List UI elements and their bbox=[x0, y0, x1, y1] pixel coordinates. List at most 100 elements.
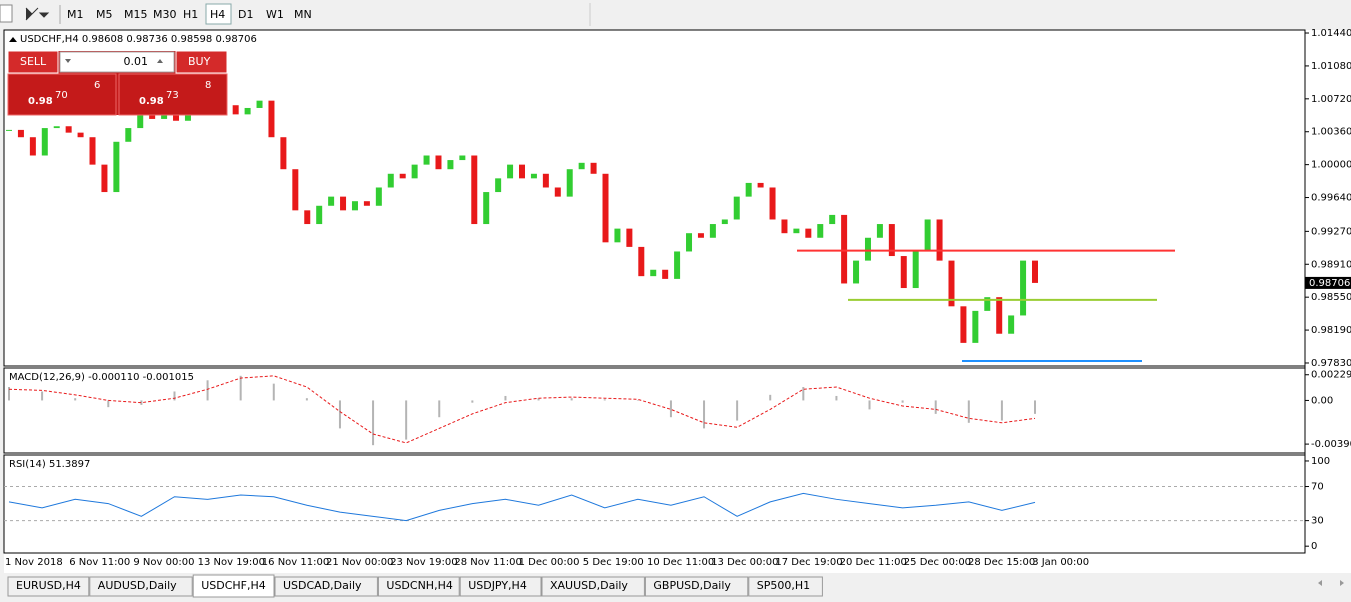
candle bbox=[18, 130, 24, 137]
candle bbox=[650, 270, 656, 276]
tab-label[interactable]: XAUUSD,Daily bbox=[550, 579, 628, 592]
tab-label[interactable]: SP500,H1 bbox=[757, 579, 810, 592]
macd-bar bbox=[339, 400, 341, 428]
candle bbox=[30, 137, 36, 155]
y-tick-label: -0.003904 bbox=[1311, 439, 1351, 450]
candle bbox=[603, 174, 609, 243]
candle bbox=[376, 187, 382, 205]
candle bbox=[937, 219, 943, 260]
candle bbox=[626, 229, 632, 247]
timeframe-button[interactable]: M5 bbox=[96, 8, 113, 21]
candle bbox=[686, 233, 692, 251]
candle bbox=[614, 229, 620, 243]
y-tick-label: 0.98550 bbox=[1311, 292, 1351, 303]
macd-bar bbox=[1001, 400, 1003, 420]
macd-bar bbox=[273, 384, 275, 401]
candle bbox=[865, 238, 871, 261]
x-tick-label: 6 Nov 11:00 bbox=[69, 557, 130, 568]
panel-title: MACD(12,26,9) -0.000110 -0.001015 bbox=[9, 372, 194, 383]
candle bbox=[388, 174, 394, 188]
x-tick-label: 13 Nov 19:00 bbox=[198, 557, 265, 568]
y-tick-label: 1.00000 bbox=[1311, 160, 1351, 171]
tab-label[interactable]: USDCAD,Daily bbox=[283, 579, 362, 592]
candle bbox=[841, 215, 847, 284]
timeframe-button[interactable]: M15 bbox=[124, 8, 148, 21]
candle bbox=[495, 178, 501, 192]
candle bbox=[746, 183, 752, 197]
bid-big: 0.98 bbox=[28, 96, 53, 107]
bid-frac: 6 bbox=[94, 80, 100, 91]
y-tick-label: 0.97830 bbox=[1311, 358, 1351, 369]
macd-bar bbox=[405, 400, 407, 439]
x-tick-label: 13 Dec 00:00 bbox=[711, 557, 778, 568]
y-tick-label: 30 bbox=[1311, 516, 1324, 527]
candle bbox=[817, 224, 823, 238]
candle bbox=[1020, 261, 1026, 316]
y-tick-label: 1.01440 bbox=[1311, 28, 1351, 39]
x-tick-label: 1 Nov 2018 bbox=[5, 557, 63, 568]
timeframe-button[interactable]: M30 bbox=[153, 8, 177, 21]
candle bbox=[424, 155, 430, 164]
x-tick-label: 17 Dec 19:00 bbox=[775, 557, 842, 568]
macd-bar bbox=[835, 396, 837, 400]
macd-bar bbox=[604, 399, 606, 400]
timeframe-button[interactable]: W1 bbox=[266, 8, 284, 21]
candle bbox=[245, 108, 251, 114]
tab-label[interactable]: AUDUSD,Daily bbox=[98, 579, 177, 592]
macd-bar bbox=[637, 400, 639, 401]
buy-label[interactable]: BUY bbox=[188, 55, 211, 68]
lot-field[interactable] bbox=[60, 52, 174, 72]
timeframe-button[interactable]: D1 bbox=[238, 8, 253, 21]
candle bbox=[42, 128, 48, 155]
candle bbox=[233, 105, 239, 114]
candle bbox=[925, 219, 931, 251]
macd-bar bbox=[240, 376, 242, 401]
ask-frac: 8 bbox=[205, 80, 211, 91]
candle bbox=[66, 126, 72, 132]
candle bbox=[1032, 261, 1038, 283]
tab-label[interactable]: USDCHF,H4 bbox=[201, 579, 266, 592]
tab-label[interactable]: GBPUSD,Daily bbox=[653, 579, 731, 592]
candle bbox=[674, 251, 680, 278]
candle bbox=[459, 155, 465, 160]
candle bbox=[304, 210, 310, 224]
bid-pips: 70 bbox=[55, 90, 68, 101]
x-tick-label: 1 Dec 00:00 bbox=[519, 557, 580, 568]
timeframe-button[interactable]: H4 bbox=[210, 8, 225, 21]
tool-icon[interactable] bbox=[0, 5, 12, 22]
candle bbox=[555, 187, 561, 196]
timeframe-button[interactable]: H1 bbox=[183, 8, 198, 21]
macd-bar bbox=[107, 400, 109, 407]
x-tick-label: 9 Nov 00:00 bbox=[133, 557, 194, 568]
sell-label[interactable]: SELL bbox=[20, 55, 47, 68]
x-tick-label: 16 Nov 11:00 bbox=[262, 557, 329, 568]
candle bbox=[54, 126, 60, 128]
candle bbox=[137, 114, 143, 128]
tab-label[interactable]: USDCNH,H4 bbox=[386, 579, 452, 592]
y-tick-label: 1.00720 bbox=[1311, 94, 1351, 105]
candle bbox=[328, 197, 334, 206]
timeframe-button[interactable]: MN bbox=[294, 8, 312, 21]
tab-label[interactable]: EURUSD,H4 bbox=[16, 579, 81, 592]
candle bbox=[853, 261, 859, 284]
macd-bar bbox=[207, 380, 209, 400]
macd-bar bbox=[703, 400, 705, 428]
macd-bar bbox=[935, 400, 937, 413]
tab-label[interactable]: USDJPY,H4 bbox=[468, 579, 527, 592]
timeframe-button[interactable]: M1 bbox=[67, 8, 84, 21]
candle bbox=[435, 155, 441, 169]
y-tick-label: 0.98910 bbox=[1311, 259, 1351, 270]
candle bbox=[734, 197, 740, 220]
y-tick-label: 100 bbox=[1311, 456, 1330, 467]
candle bbox=[6, 130, 12, 131]
panel-title: RSI(14) 51.3897 bbox=[9, 459, 90, 470]
candle bbox=[316, 206, 322, 224]
panel-title: USDCHF,H4 0.98608 0.98736 0.98598 0.9870… bbox=[20, 34, 257, 45]
candle bbox=[531, 174, 537, 179]
candle bbox=[412, 165, 418, 179]
x-tick-label: 5 Dec 19:00 bbox=[583, 557, 644, 568]
y-tick-label: 70 bbox=[1311, 482, 1324, 493]
toolbar bbox=[0, 0, 1351, 28]
candle bbox=[519, 165, 525, 179]
lot-value[interactable]: 0.01 bbox=[124, 55, 149, 68]
